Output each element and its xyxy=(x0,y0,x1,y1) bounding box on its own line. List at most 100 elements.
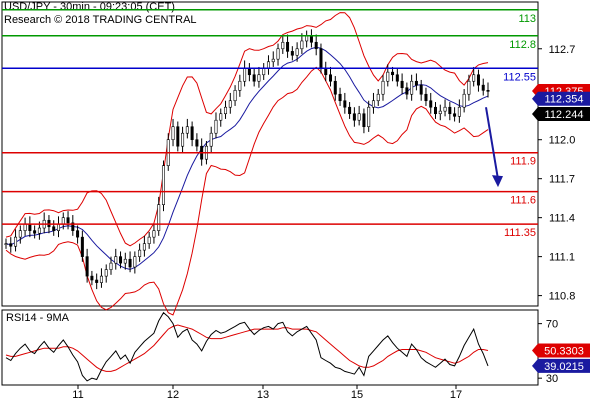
candle-body xyxy=(128,258,132,268)
rsi-title: RSI14 - 9MA xyxy=(6,312,70,324)
candle-body xyxy=(476,74,480,86)
candle-body xyxy=(114,256,118,264)
candle-body xyxy=(481,84,485,91)
candle-body xyxy=(133,256,137,268)
candle-body xyxy=(414,80,418,86)
candle-body xyxy=(142,243,146,251)
candle-body xyxy=(224,106,228,115)
x-tick-label: 13 xyxy=(257,389,269,400)
candle-body xyxy=(395,74,399,82)
candle-body xyxy=(152,230,156,238)
candle-body xyxy=(419,84,423,95)
candle-body xyxy=(486,90,490,92)
candle-body xyxy=(80,236,84,257)
candle-body xyxy=(457,106,461,117)
candle-body xyxy=(462,93,466,108)
rsi-value-tag xyxy=(532,343,590,358)
candle-body xyxy=(467,80,471,95)
x-tick-label: 12 xyxy=(167,389,179,400)
candle-body xyxy=(290,51,294,56)
candle-body xyxy=(367,106,371,128)
candle-body xyxy=(195,139,199,147)
candle-body xyxy=(252,74,256,82)
candle-body xyxy=(271,58,275,63)
candle-body xyxy=(448,106,452,115)
candle-body xyxy=(90,275,94,281)
forecast-arrow-head xyxy=(492,175,503,188)
y-tick-label: 111.7 xyxy=(549,174,575,186)
rsi-y-tick-label: 70 xyxy=(546,319,558,331)
candle-body xyxy=(56,223,60,231)
rsi-value-label: 50.3303 xyxy=(544,345,584,357)
candle-body xyxy=(391,71,395,76)
candle-body xyxy=(66,217,70,224)
candle-body xyxy=(376,93,380,102)
y-tick-label: 111.4 xyxy=(549,213,575,225)
candle-body xyxy=(61,217,65,225)
level-label: 112.8 xyxy=(509,39,536,51)
candle-body xyxy=(434,106,438,115)
x-tick-label: 11 xyxy=(72,389,83,400)
candle-body xyxy=(28,223,32,231)
candle-body xyxy=(333,80,337,95)
candle-body xyxy=(266,61,270,69)
candle-body xyxy=(18,230,22,238)
candle-body xyxy=(138,249,142,257)
y-tick-label: 110.8 xyxy=(549,291,576,303)
candle-body xyxy=(262,67,266,76)
candle-body xyxy=(161,165,165,205)
candle-body xyxy=(33,230,37,234)
candle-body xyxy=(147,236,151,244)
candle-body xyxy=(233,90,237,102)
candle-body xyxy=(243,67,247,82)
candle-body xyxy=(257,74,261,82)
candle-body xyxy=(176,126,180,147)
candle-body xyxy=(181,132,185,147)
price-tag xyxy=(532,91,590,106)
y-tick-label: 111.1 xyxy=(549,252,575,264)
candle-body xyxy=(309,35,313,43)
candle-body xyxy=(185,126,189,134)
candle-body xyxy=(286,41,290,52)
candle-body xyxy=(329,74,333,82)
candle-body xyxy=(4,243,8,245)
candle-body xyxy=(386,71,390,82)
candle-body xyxy=(9,243,13,247)
candle-body xyxy=(453,113,457,117)
y-tick-label: 112.7 xyxy=(549,44,576,56)
candle-body xyxy=(247,67,251,76)
candle-body xyxy=(443,106,447,112)
candle-body xyxy=(405,87,409,95)
price-tag xyxy=(532,107,590,122)
price-panel-frame xyxy=(1,1,539,307)
chart-copyright: Research © 2018 TRADING CENTRAL xyxy=(4,14,197,26)
rsi-line xyxy=(5,311,489,382)
candle-body xyxy=(371,100,375,108)
candle-body xyxy=(157,204,161,231)
candle-body xyxy=(23,223,27,231)
candle-body xyxy=(37,227,41,234)
candle-body xyxy=(295,48,299,56)
candle-body xyxy=(314,41,318,50)
candle-body xyxy=(171,126,175,141)
candle-body xyxy=(214,119,218,134)
price-tag-label: 112.354 xyxy=(545,94,584,106)
candle-body xyxy=(85,256,89,277)
candle-body xyxy=(300,40,304,50)
rsi-value-tag xyxy=(532,358,590,373)
candle-body xyxy=(348,106,352,115)
candle-body xyxy=(14,236,18,247)
forecast-arrow-line xyxy=(485,107,499,180)
candle-body xyxy=(276,48,280,60)
candle-body xyxy=(99,275,103,283)
candle-body xyxy=(343,100,347,108)
level-label: 111.35 xyxy=(504,227,536,239)
rsi-panel-frame xyxy=(1,309,539,386)
price-tag-label: 112.244 xyxy=(545,109,584,121)
candle-body xyxy=(338,93,342,102)
candle-body xyxy=(424,93,428,102)
candle-body xyxy=(190,126,194,141)
candle-body xyxy=(324,67,328,76)
candle-body xyxy=(109,262,113,270)
candle-body xyxy=(228,100,232,108)
